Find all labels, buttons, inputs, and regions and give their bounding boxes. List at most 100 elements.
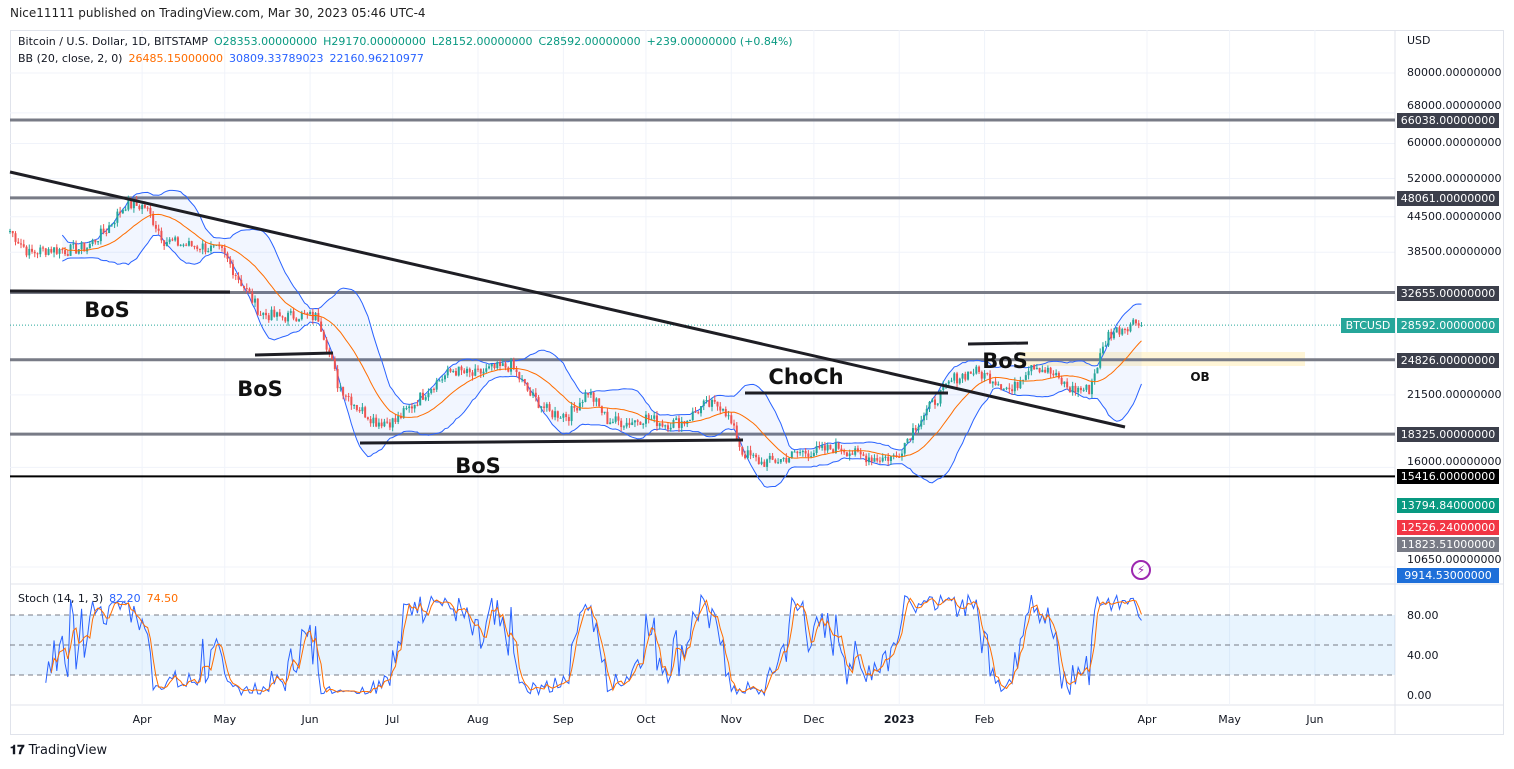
candle-body (829, 444, 832, 450)
candle (889, 455, 892, 465)
candle (931, 398, 934, 403)
candle-body (611, 421, 614, 423)
candle-body (1115, 327, 1118, 333)
candle (477, 365, 480, 373)
candle-body (220, 246, 223, 248)
candle (488, 363, 491, 370)
candle (303, 309, 306, 314)
candle (705, 396, 708, 404)
candle-body (892, 455, 895, 457)
candle-body (603, 411, 606, 413)
chart-frame[interactable] (10, 30, 1504, 735)
candle (9, 228, 11, 234)
candle-body (1110, 331, 1113, 339)
candle (967, 371, 970, 381)
candle-body (388, 422, 391, 428)
candle-body (9, 230, 11, 232)
candle (1068, 386, 1071, 393)
candle (187, 237, 190, 247)
candle-body (991, 381, 994, 384)
candle (435, 377, 438, 393)
candle (220, 245, 223, 252)
time-tick: Apr (132, 713, 152, 726)
high-value: H29170.00000000 (323, 35, 426, 48)
candle (587, 392, 590, 398)
candle (565, 411, 568, 422)
candle-body (17, 241, 20, 244)
candle (554, 406, 557, 421)
candle-body (490, 363, 493, 367)
bb-upper-line (61, 189, 1142, 451)
candle-body (757, 457, 760, 465)
candle (757, 454, 760, 465)
candle (611, 418, 614, 424)
candle-body (132, 200, 135, 209)
candle (421, 388, 424, 400)
candle-body (1035, 367, 1038, 370)
candle-body (854, 448, 857, 455)
candle (1134, 319, 1137, 326)
time-tick: Dec (803, 713, 825, 726)
candle (289, 308, 292, 316)
candle-body (386, 421, 389, 423)
candle (121, 208, 124, 215)
candle-body (961, 373, 964, 379)
candle (922, 412, 925, 425)
candle (821, 441, 824, 451)
candle-body (812, 452, 815, 457)
candle-body (254, 298, 257, 303)
candle (675, 416, 678, 421)
candle-body (287, 312, 290, 322)
candle (284, 316, 287, 323)
candle-body (383, 421, 386, 427)
candle (991, 381, 994, 388)
candle-body (394, 418, 397, 422)
candle (377, 418, 380, 429)
candle-body (157, 228, 160, 231)
candle-body (1121, 329, 1124, 335)
candle (267, 312, 270, 323)
candle (75, 240, 78, 254)
candle (664, 424, 667, 430)
candle (58, 247, 61, 259)
candle-body (735, 425, 738, 441)
candle (837, 442, 840, 450)
candle (606, 408, 609, 425)
candle-body (534, 392, 537, 398)
candle (273, 306, 276, 318)
candle-body (267, 315, 270, 321)
candle-body (958, 378, 961, 384)
candle (810, 451, 813, 459)
candle-body (939, 389, 942, 404)
candle-body (66, 254, 69, 256)
tradingview-brand[interactable]: 𝟏𝟕 TradingView (10, 743, 107, 758)
candle (102, 224, 105, 235)
candle (1005, 386, 1008, 391)
candle (779, 459, 782, 464)
level-price-label: 48061.00000000 (1397, 190, 1499, 206)
candle (270, 306, 273, 321)
candle-body (680, 421, 683, 428)
candle (157, 224, 160, 235)
candle-body (565, 414, 568, 418)
candle-body (449, 368, 452, 372)
candle-body (256, 298, 259, 315)
candle (570, 401, 573, 426)
candle-body (50, 249, 53, 253)
candle-body (1066, 381, 1069, 388)
lightning-icon[interactable]: ⚡ (1131, 560, 1151, 580)
candle (812, 449, 815, 458)
symbol-legend: Bitcoin / U.S. Dollar, 1D, BITSTAMP O2835… (18, 35, 799, 48)
candle-body (617, 416, 620, 421)
candle-body (859, 451, 862, 455)
candle-body (898, 456, 901, 458)
candle-body (306, 313, 309, 315)
candle-body (179, 244, 182, 246)
candle-body (1085, 384, 1088, 390)
time-tick: Sep (552, 713, 574, 726)
candle-body (361, 407, 364, 412)
candle-body (223, 247, 226, 254)
candle-body (273, 309, 276, 317)
candle-body (416, 404, 419, 406)
